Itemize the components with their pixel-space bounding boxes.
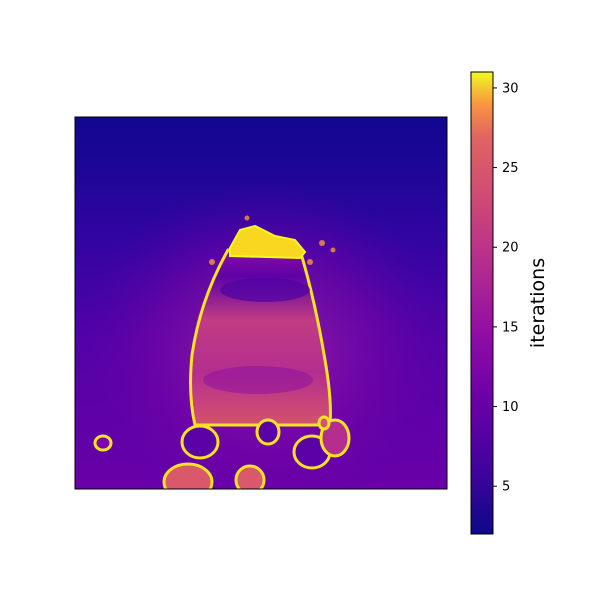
heatmap-mid-band: [203, 366, 313, 394]
heatmap-blob: [93, 434, 113, 452]
heatmap-top-edge: [229, 224, 307, 260]
heatmap-speckle: [244, 215, 250, 221]
colorbar-gradient: [470, 71, 494, 535]
heatmap-frame: [74, 116, 448, 490]
colorbar-label: iterations: [527, 258, 549, 348]
heatmap-speckles: [209, 215, 336, 265]
colorbar-tick-label: 25: [502, 161, 519, 176]
heatmap-dark-band: [220, 278, 310, 302]
colorbar-tick-label: 30: [502, 81, 519, 96]
colorbar-tick-label: 5: [502, 480, 510, 495]
heatmap-blob: [234, 464, 266, 489]
heatmap-plot: [75, 117, 447, 489]
heatmap-blob: [319, 418, 351, 458]
heatmap-blob: [255, 418, 281, 446]
colorbar: 5 10 15 20 25 30 iterations: [470, 71, 549, 535]
heatmap-blob: [317, 415, 331, 431]
heatmap-speckle: [307, 259, 313, 265]
colorbar-tick-label: 20: [502, 241, 519, 256]
colorbar-tick-label: 10: [502, 400, 519, 415]
heatmap-speckle: [319, 240, 325, 246]
heatmap-blob: [162, 462, 214, 489]
colorbar-ticks: 5 10 15 20 25 30: [493, 81, 519, 495]
colorbar-tick-label: 15: [502, 320, 519, 335]
heatmap-speckle: [209, 259, 215, 265]
heatmap-blob: [180, 424, 220, 460]
heatmap-speckle: [330, 247, 336, 253]
heatmap-blobs: [93, 415, 351, 489]
